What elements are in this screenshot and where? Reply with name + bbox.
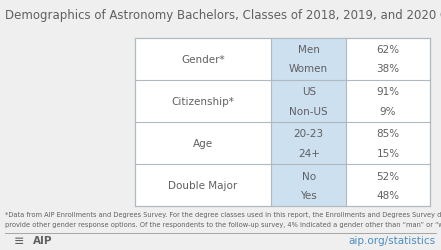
Text: 91%: 91% <box>377 87 400 97</box>
Text: 20-23: 20-23 <box>294 129 324 139</box>
Text: Demographics of Astronomy Bachelors, Classes of 2018, 2019, and 2020 Combined: Demographics of Astronomy Bachelors, Cla… <box>5 9 441 22</box>
Text: Age: Age <box>193 138 213 148</box>
Text: 9%: 9% <box>380 106 396 116</box>
Text: 85%: 85% <box>377 129 400 139</box>
Text: ≡: ≡ <box>13 234 24 247</box>
Bar <box>271 39 346 206</box>
Text: 24+: 24+ <box>298 148 320 158</box>
Text: 48%: 48% <box>377 190 400 200</box>
Text: 38%: 38% <box>377 64 400 74</box>
Text: 15%: 15% <box>377 148 400 158</box>
Text: aip.org/statistics: aip.org/statistics <box>348 236 436 246</box>
Text: 52%: 52% <box>377 171 400 181</box>
Text: AIP: AIP <box>33 236 52 246</box>
Text: provide other gender response options. Of the respondents to the follow-up surve: provide other gender response options. O… <box>5 221 441 227</box>
Text: Women: Women <box>289 64 328 74</box>
Bar <box>135 39 430 206</box>
Text: Men: Men <box>298 45 320 55</box>
Text: Double Major: Double Major <box>168 180 238 190</box>
Text: Non-US: Non-US <box>289 106 328 116</box>
Text: 62%: 62% <box>377 45 400 55</box>
Text: No: No <box>302 171 316 181</box>
Text: Yes: Yes <box>300 190 317 200</box>
Text: *Data from AIP Enrollments and Degrees Survey. For the degree classes used in th: *Data from AIP Enrollments and Degrees S… <box>5 211 441 217</box>
Text: Gender*: Gender* <box>181 55 224 65</box>
Text: US: US <box>302 87 316 97</box>
Text: Citizenship*: Citizenship* <box>172 96 234 106</box>
